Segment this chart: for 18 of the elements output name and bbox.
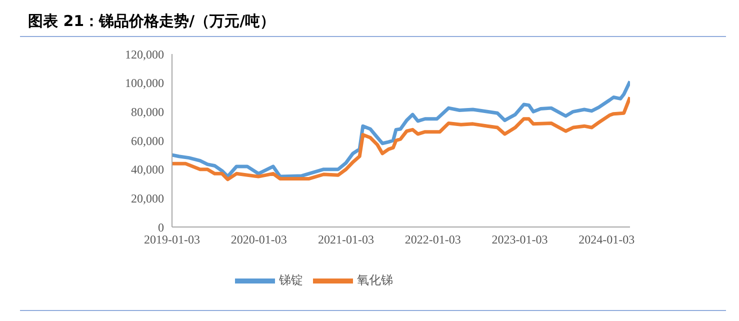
y-tick-label: 120,000 (125, 47, 164, 62)
legend-label: 氧化锑 (357, 272, 393, 287)
y-tick-label: 60,000 (131, 134, 164, 148)
y-tick-label: 20,000 (131, 191, 164, 206)
x-tick-label: 2019-01-03 (144, 232, 200, 247)
x-tick-label: 2023-01-03 (492, 232, 548, 247)
y-tick-label: 80,000 (131, 104, 164, 119)
line-series (172, 96, 630, 182)
y-tick-label: 0 (158, 220, 164, 234)
y-tick-label: 100,000 (125, 76, 164, 90)
x-tick-label: 2021-01-03 (318, 232, 374, 247)
line-series (172, 80, 630, 178)
chart-title: 图表 21：锑品价格走势/（万元/吨） (28, 12, 276, 31)
legend-label: 锑锭 (279, 272, 303, 287)
y-tick-label: 40,000 (131, 162, 164, 177)
x-tick-label: 2022-01-03 (404, 232, 461, 247)
x-tick-label: 2020-01-03 (230, 232, 287, 247)
x-tick-label: 2024-01-03 (578, 232, 635, 247)
